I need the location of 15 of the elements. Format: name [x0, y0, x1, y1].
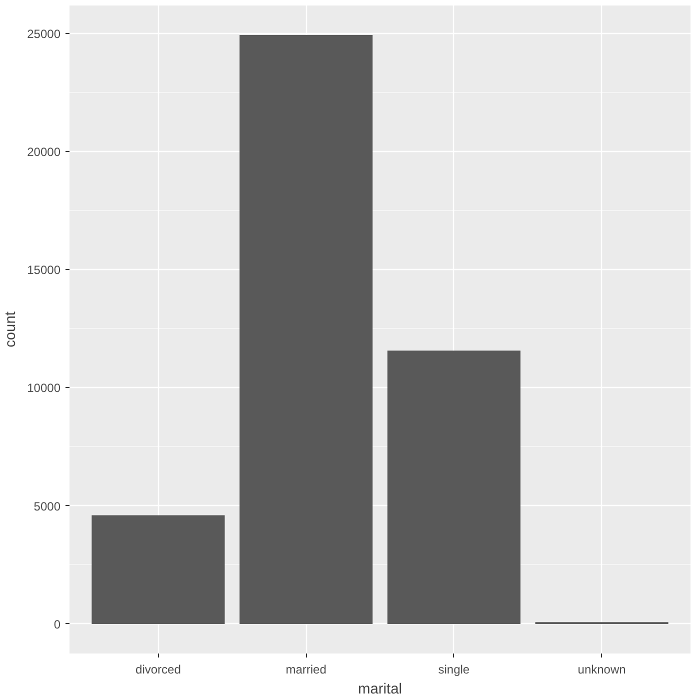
x-tick-label: unknown [578, 662, 626, 676]
x-tick-label: divorced [136, 662, 181, 676]
bar [387, 350, 520, 624]
y-tick-label: 0 [54, 617, 61, 632]
y-tick-label: 10000 [27, 381, 61, 396]
y-tick-label: 20000 [27, 144, 61, 159]
bar [92, 515, 225, 624]
y-tick-label: 15000 [27, 263, 61, 278]
x-axis-title: marital [358, 682, 402, 698]
y-tick-label: 25000 [27, 26, 61, 41]
x-tick-label: single [438, 662, 470, 676]
x-tick-label: married [286, 662, 326, 676]
bar [240, 35, 373, 624]
y-tick-label: 5000 [34, 499, 61, 514]
y-axis-title: count [3, 312, 20, 348]
